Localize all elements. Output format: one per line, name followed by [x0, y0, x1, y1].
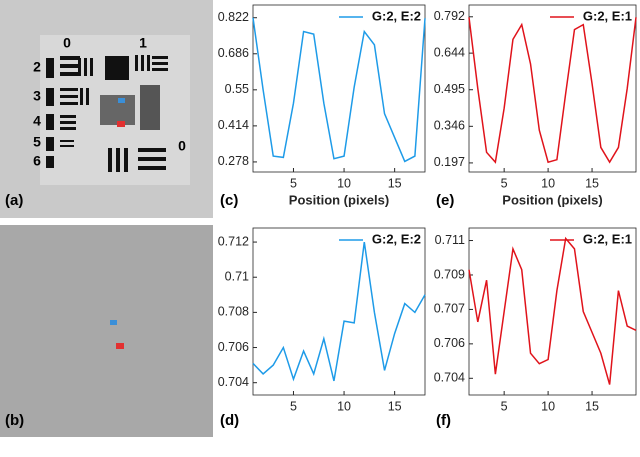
y-tick-label: 0.706	[218, 340, 249, 354]
y-tick-label: 0.71	[225, 270, 249, 284]
y-tick-label: 0.707	[434, 302, 465, 316]
y-tick-label: 0.644	[434, 45, 465, 59]
y-tick-label: 0.197	[434, 155, 465, 169]
y-tick-label: 0.414	[218, 118, 249, 132]
y-tick-label: 0.704	[218, 375, 249, 389]
marker-blue	[110, 320, 117, 325]
target-label: 2	[33, 59, 41, 75]
x-tick-label: 10	[541, 399, 555, 413]
y-tick-label: 0.792	[434, 9, 465, 23]
panel-label: (f)	[436, 412, 451, 429]
legend-label: G:2, E:1	[583, 231, 632, 246]
panel-label: (e)	[436, 192, 454, 209]
y-tick-label: 0.822	[218, 10, 249, 24]
marker-blue	[118, 98, 125, 103]
x-tick-label: 15	[585, 176, 599, 190]
data-line	[252, 17, 426, 163]
x-tick-label: 10	[337, 399, 351, 413]
target-label: 0	[178, 138, 186, 154]
x-tick-label: 10	[337, 176, 351, 190]
x-axis-label: Position (pixels)	[502, 192, 602, 207]
legend-label: G:2, E:1	[583, 8, 632, 23]
y-tick-label: 0.686	[218, 46, 249, 60]
x-tick-label: 15	[388, 176, 402, 190]
data-line	[252, 241, 426, 382]
x-tick-label: 5	[290, 399, 297, 413]
plot-area	[252, 4, 426, 173]
panel-label: (a)	[5, 192, 23, 209]
y-tick-label: 0.704	[434, 371, 465, 385]
target-bars	[46, 55, 168, 172]
target-label: 1	[139, 35, 147, 51]
y-tick-label: 0.712	[218, 234, 249, 248]
data-line	[468, 17, 637, 164]
plot-area	[252, 227, 426, 396]
marker-red	[117, 121, 125, 127]
x-axis-label: Position (pixels)	[289, 192, 389, 207]
y-tick-label: 0.278	[218, 154, 249, 168]
data-line	[468, 236, 637, 385]
y-tick-label: 0.709	[434, 267, 465, 281]
x-tick-label: 5	[501, 176, 508, 190]
x-tick-label: 15	[388, 399, 402, 413]
target-label: 0	[63, 35, 71, 51]
y-tick-label: 0.495	[434, 82, 465, 96]
x-tick-label: 5	[501, 399, 508, 413]
y-tick-label: 0.55	[225, 82, 249, 96]
y-tick-label: 0.711	[435, 233, 465, 247]
y-tick-label: 0.346	[434, 119, 465, 133]
legend-label: G:2, E:2	[372, 8, 421, 23]
panel-label: (c)	[220, 192, 238, 209]
x-tick-label: 5	[290, 176, 297, 190]
panel-label: (d)	[220, 412, 239, 429]
marker-red	[116, 343, 124, 349]
plot-area	[468, 4, 637, 173]
panel-label: (b)	[5, 412, 24, 429]
legend-label: G:2, E:2	[372, 231, 421, 246]
x-tick-label: 15	[585, 399, 599, 413]
target-label: 3	[33, 88, 41, 104]
target-label: 6	[33, 153, 41, 169]
target-label: 4	[33, 113, 41, 129]
target-label: 5	[33, 134, 41, 150]
image-b	[0, 225, 213, 437]
x-tick-label: 10	[541, 176, 555, 190]
y-tick-label: 0.706	[434, 336, 465, 350]
y-tick-label: 0.708	[218, 305, 249, 319]
